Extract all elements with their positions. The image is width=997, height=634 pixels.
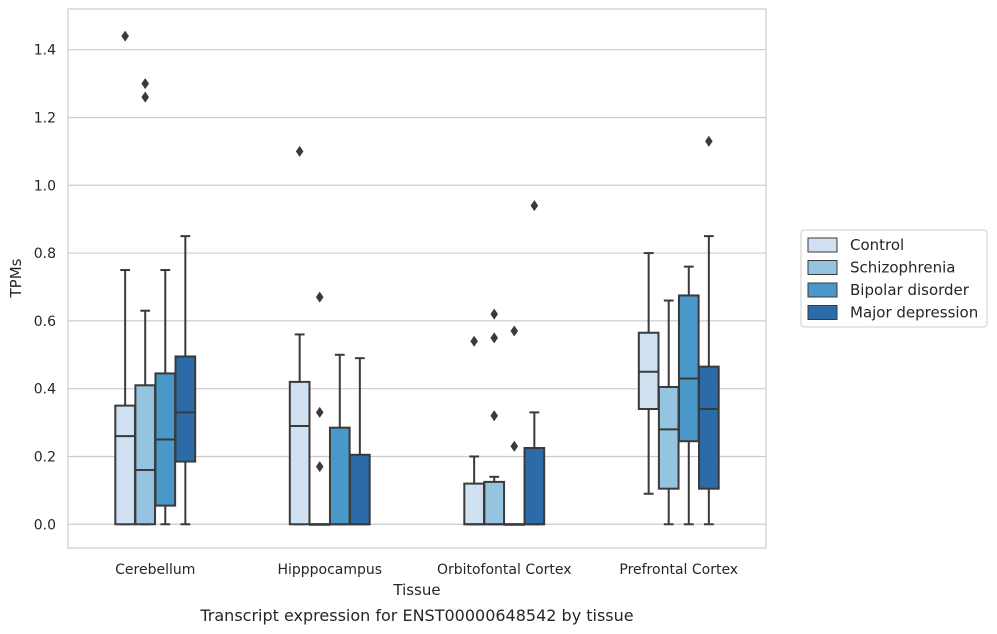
y-tick-label: 1.4 [34, 43, 56, 59]
outlier-point [510, 325, 519, 337]
legend-label: Control [850, 236, 904, 254]
x-tick-label: Orbitofontal Cortex [437, 562, 572, 578]
y-tick-label: 0.8 [34, 246, 56, 262]
outlier-point [141, 78, 150, 90]
x-tick-label: Prefrontal Cortex [619, 562, 738, 578]
y-tick-label: 1.0 [34, 178, 56, 194]
box [288, 380, 311, 526]
x-tick-label: Cerebellum [115, 562, 195, 578]
outlier-point [490, 410, 499, 422]
plot-frame [67, 8, 767, 549]
y-tick-label: 0.2 [34, 449, 56, 465]
legend-frame [800, 229, 988, 328]
outlier-point [470, 335, 478, 347]
outlier-point [315, 461, 324, 473]
outlier-point [705, 135, 713, 147]
box [114, 404, 136, 526]
legend-label: Major depression [850, 304, 978, 322]
box [483, 480, 506, 526]
box [677, 294, 700, 443]
legend-swatch [807, 282, 838, 298]
box [328, 426, 351, 526]
outlier-point [315, 406, 324, 418]
x-axis-label: Tissue [392, 581, 440, 599]
legend-swatch [807, 305, 838, 320]
outlier-point [490, 308, 499, 320]
y-tick-label: 0.0 [34, 517, 56, 533]
legend-swatch [807, 260, 838, 275]
outlier-point [121, 30, 129, 42]
box [698, 365, 720, 490]
box [657, 385, 680, 490]
box [463, 482, 485, 526]
outlier-point [315, 291, 324, 303]
box [349, 453, 371, 526]
box [134, 384, 157, 526]
outlier-point [510, 440, 519, 452]
y-axis-label: TPMs [7, 258, 25, 298]
legend-swatch [807, 237, 838, 253]
legend: Control Schizophrenia Bipolar disorder Majo… [800, 229, 988, 328]
outlier-point [295, 145, 304, 157]
outlier-point [490, 332, 499, 344]
x-tick-labels: Cerebellum Hipppocampus Orbitofontal Corte… [115, 562, 738, 578]
legend-label: Schizophrenia [850, 259, 955, 277]
y-tick-labels: 0.0 0.2 0.4 0.6 0.8 1.0 1.2 1.4 [34, 43, 56, 534]
box [523, 446, 546, 526]
boxes [114, 30, 720, 526]
x-tick-label: Hipppocampus [277, 562, 382, 578]
legend-label: Bipolar disorder [850, 281, 970, 299]
y-tick-label: 0.4 [34, 382, 56, 398]
figure-caption: Transcript expression for ENST0000064854… [200, 606, 634, 625]
outlier-point [530, 200, 539, 212]
y-tick-label: 0.6 [34, 314, 56, 330]
box [174, 355, 197, 463]
y-tick-label: 1.2 [34, 110, 56, 126]
outlier-point [141, 91, 150, 103]
